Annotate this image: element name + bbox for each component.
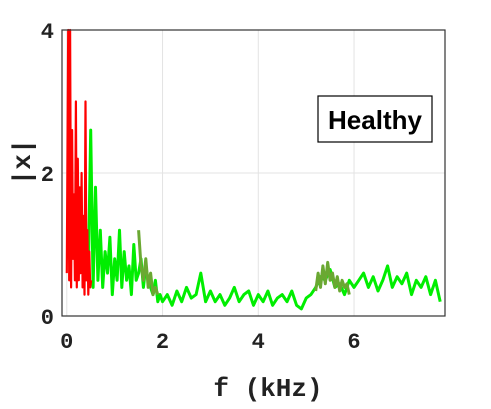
y-axis-label: |x| bbox=[8, 139, 38, 186]
series-line-3 bbox=[314, 260, 351, 295]
x-tick-labels: 0 2 4 6 bbox=[60, 330, 360, 355]
legend-label: Healthy bbox=[328, 105, 422, 135]
x-tick-label: 6 bbox=[347, 330, 360, 355]
x-axis-label: f (kHz) bbox=[213, 374, 322, 404]
series-layer bbox=[65, 28, 442, 311]
series-line-1 bbox=[86, 128, 442, 311]
legend-frame bbox=[317, 95, 433, 143]
y-tick-label: 2 bbox=[41, 163, 54, 188]
series-line-0 bbox=[65, 28, 93, 296]
y-tick-label: 4 bbox=[41, 20, 54, 45]
x-tick-label: 2 bbox=[156, 330, 169, 355]
plot-frame bbox=[61, 29, 446, 317]
legend-box: Healthy bbox=[317, 95, 433, 143]
y-tick-labels: 0 2 4 bbox=[41, 20, 54, 331]
x-tick-label: 4 bbox=[252, 330, 265, 355]
y-tick-label: 0 bbox=[41, 306, 54, 331]
series-line-2 bbox=[137, 230, 160, 297]
x-tick-label: 0 bbox=[60, 330, 73, 355]
